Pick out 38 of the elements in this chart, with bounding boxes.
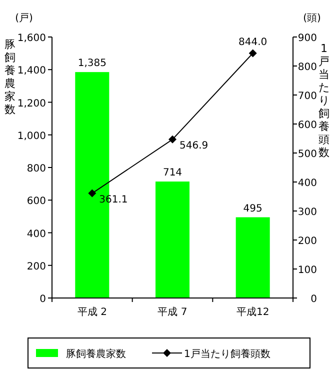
y-tick-label: 1,200 xyxy=(17,98,46,110)
point xyxy=(248,49,257,58)
y2-tick-label: 100 xyxy=(298,265,317,276)
text: 1戸当たり飼養頭数 xyxy=(318,42,330,159)
text: (頭) xyxy=(303,13,321,24)
point xyxy=(168,135,176,144)
y-tick-label: 1,600 xyxy=(17,33,46,44)
y2-tick-label: 500 xyxy=(298,149,317,160)
y2-tick-label: 200 xyxy=(298,236,317,247)
point xyxy=(88,189,96,198)
y-tick-label: 600 xyxy=(26,196,46,208)
y-tick-label: 1,400 xyxy=(17,66,46,77)
x-tick-label: 平成 7 xyxy=(158,306,188,318)
y2-tick-label: 700 xyxy=(298,91,317,102)
bar xyxy=(156,182,190,298)
y-tick-label: 0 xyxy=(40,294,46,305)
x-tick-label: 平成 2 xyxy=(77,306,107,318)
y2-tick-label: 800 xyxy=(298,62,317,73)
text: (戸) xyxy=(15,13,33,24)
data-label: 495 xyxy=(243,203,262,214)
data-label: 1,385 xyxy=(78,58,106,70)
y2-tick-label: 600 xyxy=(298,120,317,131)
data-label: 546.9 xyxy=(180,140,208,152)
y2-tick-label: 900 xyxy=(298,33,317,44)
y-tick-label: 1,000 xyxy=(17,130,46,142)
y-axis-title: 豚飼養農家数 xyxy=(4,38,16,116)
data-label: 844.0 xyxy=(238,37,268,48)
legend-label: 1戸当たり飼養頭数 xyxy=(184,348,270,360)
legend-label: 豚飼養農家数 xyxy=(66,348,126,360)
y-tick-label: 200 xyxy=(26,261,46,272)
y2-tick-label: 0 xyxy=(310,294,317,305)
bar xyxy=(236,217,270,298)
data-label: 714 xyxy=(162,168,182,179)
y-tick-label: 400 xyxy=(26,228,46,240)
y2-tick-label: 400 xyxy=(298,178,317,189)
x-tick-label: 平成12 xyxy=(236,306,270,318)
y-tick-label: 800 xyxy=(26,164,46,174)
y2-tick-label: 300 xyxy=(298,207,317,218)
